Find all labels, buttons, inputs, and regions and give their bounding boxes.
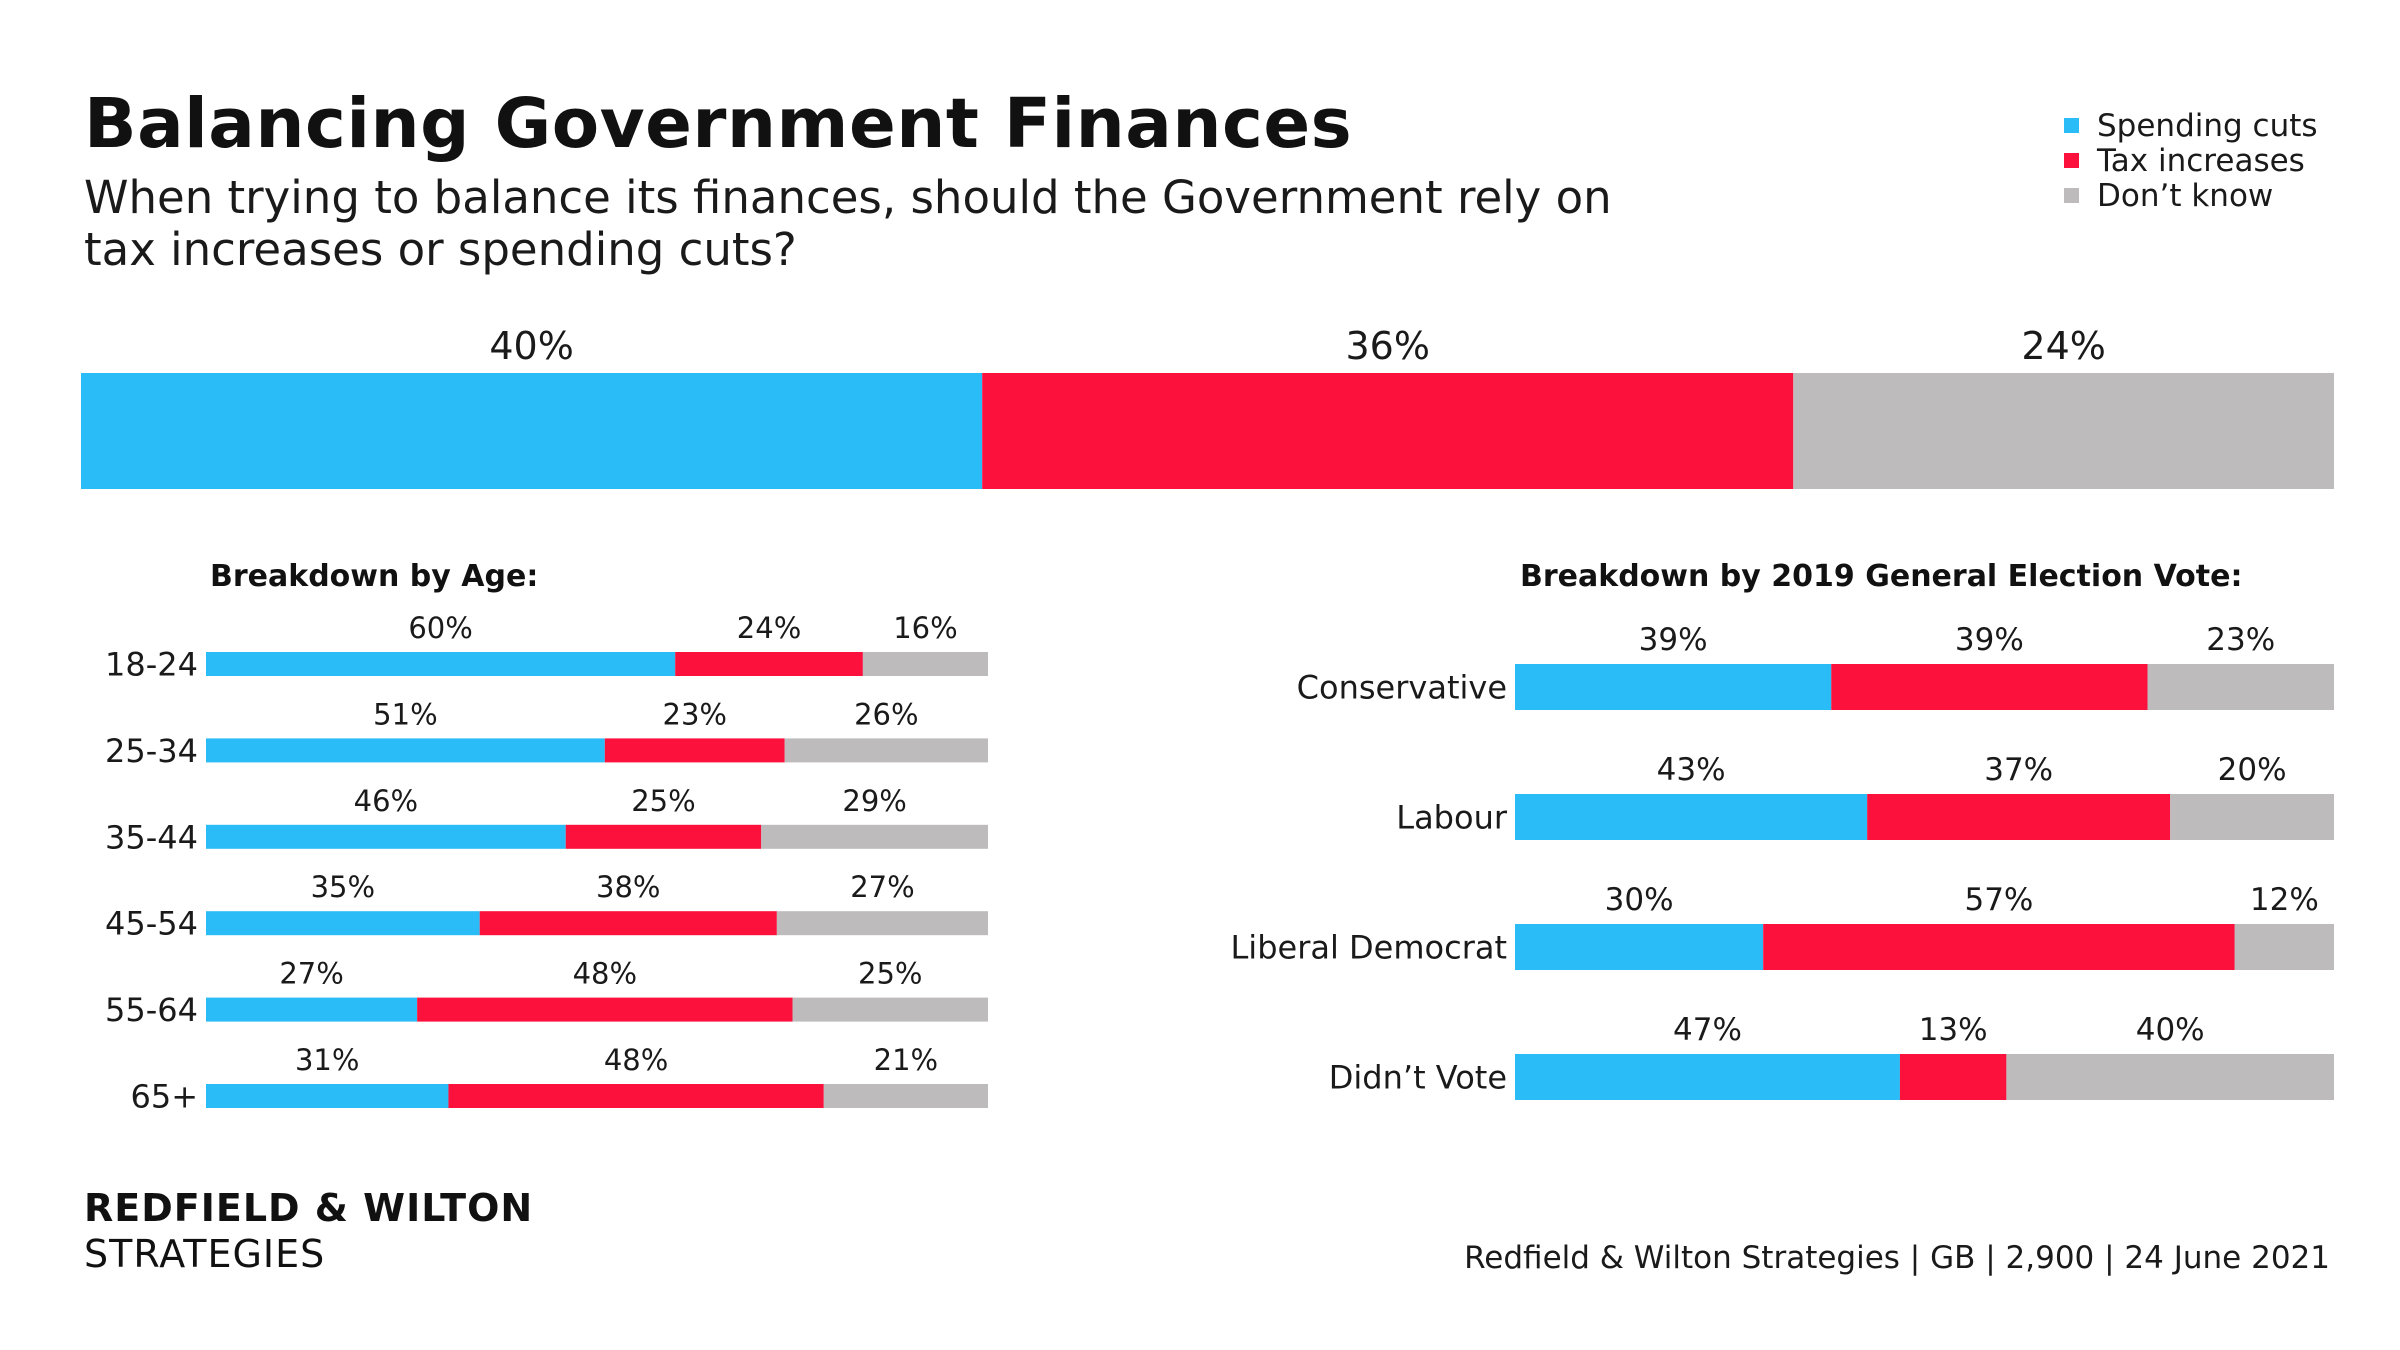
source-note: Redfield & Wilton Strategies | GB | 2,90… [1464, 1240, 2330, 1276]
bar-18-24-tax-increases [675, 652, 863, 676]
bar-25-34-spending-cuts [206, 738, 605, 763]
category-label: 18-24 [105, 646, 198, 684]
vote-breakdown-title: Breakdown by 2019 General Election Vote: [1520, 559, 2242, 594]
bar-didn-t-vote-tax-increases [1899, 1054, 2007, 1100]
bar-liberal-democrat-tax-increases [1763, 924, 2235, 970]
bar-35-44-spending-cuts [206, 824, 566, 849]
value-label: 46% [354, 784, 418, 818]
value-label: 23% [663, 697, 727, 731]
legend-label: Tax increases [2097, 142, 2305, 179]
legend-swatch [2064, 188, 2079, 203]
category-label: 55-64 [105, 991, 198, 1029]
bar-25-34-tax-increases [604, 738, 785, 763]
value-label: 40% [489, 324, 573, 368]
value-label: 27% [850, 870, 914, 904]
category-label: Didn’t Vote [1329, 1059, 1507, 1097]
value-label: 26% [854, 697, 918, 731]
legend-item-dont-know: Don’t know [2064, 177, 2318, 214]
bar-18-24-dont-know [862, 652, 988, 676]
legend-swatch [2064, 153, 2079, 168]
brand-subname: STRATEGIES [84, 1232, 326, 1276]
bar-45-54-dont-know [776, 911, 988, 936]
value-label: 27% [279, 957, 343, 991]
category-label: Conservative [1297, 669, 1507, 707]
legend-label: Spending cuts [2097, 107, 2318, 144]
value-label: 13% [1919, 1012, 1988, 1048]
bar-45-54-tax-increases [479, 911, 777, 936]
value-label: 23% [2206, 622, 2275, 658]
bar-conservative-dont-know [2147, 664, 2334, 710]
value-label: 20% [2218, 752, 2287, 788]
value-label: 25% [858, 957, 922, 991]
bar-didn-t-vote-dont-know [2006, 1054, 2334, 1100]
value-label: 39% [1639, 622, 1708, 658]
category-label: 45-54 [105, 905, 198, 943]
value-label: 37% [1984, 752, 2053, 788]
bar-didn-t-vote-spending-cuts [1515, 1054, 1900, 1100]
bar-25-34-dont-know [784, 738, 988, 763]
bar-conservative-spending-cuts [1515, 664, 1832, 710]
value-label: 51% [373, 697, 437, 731]
bar-labour-spending-cuts [1515, 794, 1868, 840]
age-breakdown-title: Breakdown by Age: [210, 559, 538, 594]
bar-55-64-dont-know [792, 997, 988, 1022]
vote-stacked-bar-chart: 39% 39% 23% Conservative 43% 37% 20% Labour 30% 5… [1230, 622, 2334, 1100]
bar-45-54-spending-cuts [206, 911, 480, 936]
legend-item-tax-increases: Tax increases [2064, 142, 2318, 179]
category-label: 25-34 [105, 732, 198, 770]
bar-55-64-spending-cuts [206, 997, 418, 1022]
legend-swatch [2064, 118, 2079, 133]
value-label: 48% [604, 1043, 668, 1077]
value-label: 43% [1657, 752, 1726, 788]
bar-all-tax-increases [982, 373, 1794, 489]
bar-65-spending-cuts [206, 1084, 449, 1108]
value-label: 25% [631, 784, 695, 818]
legend-item-spending-cuts: Spending cuts [2064, 107, 2318, 144]
age-stacked-bar-chart: 60% 24% 16% 18-24 51% 23% 26% 25-34 46% 25% 29% 35-… [105, 611, 988, 1116]
bar-35-44-dont-know [761, 824, 988, 849]
bar-65-dont-know [823, 1084, 988, 1108]
value-label: 40% [2136, 1012, 2205, 1048]
value-label: 39% [1955, 622, 2024, 658]
value-label: 47% [1673, 1012, 1742, 1048]
bar-all-dont-know [1793, 373, 2334, 489]
value-label: 30% [1605, 882, 1674, 918]
bar-liberal-democrat-spending-cuts [1515, 924, 1764, 970]
legend-label: Don’t know [2097, 177, 2274, 214]
value-label: 24% [2021, 324, 2105, 368]
value-label: 21% [874, 1043, 938, 1077]
value-label: 60% [408, 611, 472, 645]
value-label: 57% [1964, 882, 2033, 918]
brand-logo: REDFIELD & WILTON STRATEGIES [84, 1186, 533, 1276]
bar-65-tax-increases [448, 1084, 824, 1108]
bar-35-44-tax-increases [565, 824, 762, 849]
value-label: 16% [893, 611, 957, 645]
value-label: 12% [2250, 882, 2319, 918]
bar-18-24-spending-cuts [206, 652, 676, 676]
value-label: 24% [737, 611, 801, 645]
category-label: 35-44 [105, 818, 198, 856]
bar-liberal-democrat-dont-know [2234, 924, 2334, 970]
category-label: Liberal Democrat [1230, 929, 1507, 967]
page-subtitle: When trying to balance its finances, sho… [84, 171, 1612, 276]
page-title: Balancing Government Finances [84, 84, 1353, 164]
value-label: 48% [573, 957, 637, 991]
value-label: 35% [311, 870, 375, 904]
chart-legend: Spending cuts Tax increases Don’t know [2064, 107, 2318, 214]
bar-55-64-tax-increases [417, 997, 793, 1022]
value-label: 29% [842, 784, 906, 818]
value-label: 38% [596, 870, 660, 904]
category-label: Labour [1396, 799, 1508, 837]
value-label: 31% [295, 1043, 359, 1077]
bar-labour-tax-increases [1867, 794, 2171, 840]
value-label: 36% [1346, 324, 1430, 368]
bar-all-spending-cuts [81, 373, 983, 489]
bar-conservative-tax-increases [1831, 664, 2148, 710]
overall-stacked-bar-chart: 40% 36% 24% [81, 324, 2334, 489]
bar-labour-dont-know [2170, 794, 2334, 840]
brand-name: REDFIELD & WILTON [84, 1186, 534, 1230]
category-label: 65+ [130, 1078, 198, 1116]
